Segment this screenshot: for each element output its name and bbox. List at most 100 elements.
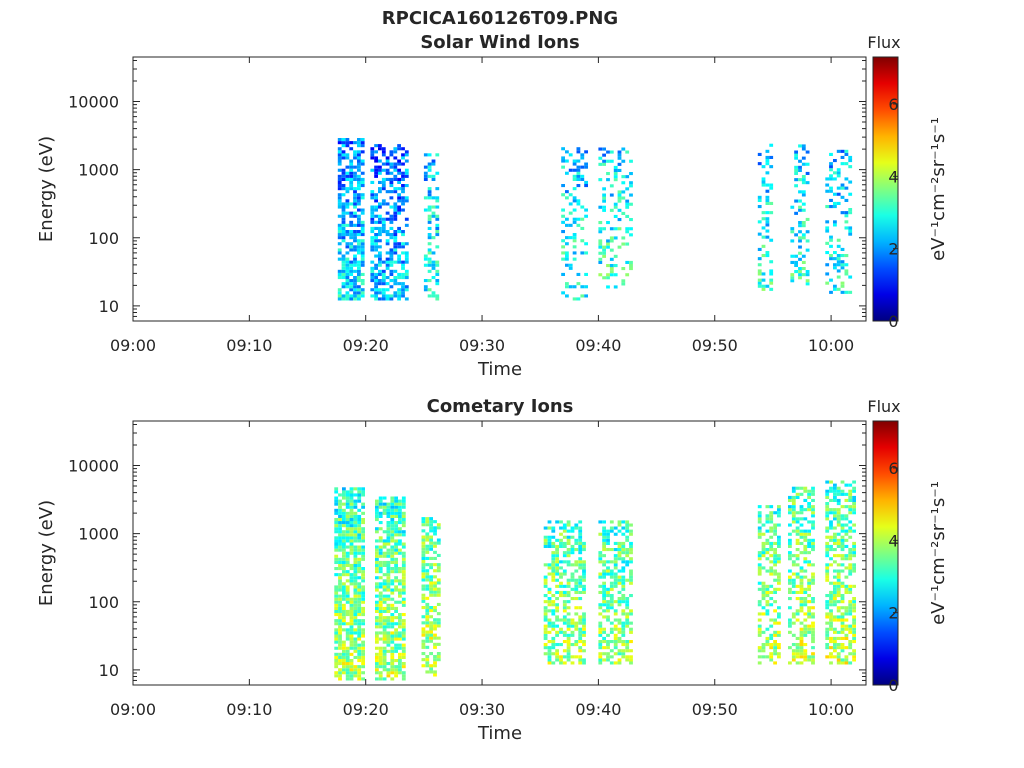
spectrogram-cell <box>613 581 618 585</box>
spectrogram-cell <box>798 267 802 271</box>
spectrogram-cell <box>769 544 774 548</box>
spectrogram-cell <box>625 578 630 582</box>
spectrogram-cell <box>382 496 387 500</box>
spectrogram-cell <box>338 533 342 537</box>
spectrogram-cell <box>345 496 350 500</box>
spectrogram-cell <box>598 658 603 662</box>
spectrogram-cell <box>765 594 770 598</box>
spectrogram-cell <box>425 578 430 582</box>
spectrogram-cell <box>401 524 406 528</box>
spectrogram-cell <box>341 168 346 172</box>
spectrogram-cell <box>561 208 565 212</box>
spectrogram-cell <box>361 606 365 610</box>
spectrogram-cell <box>833 171 837 175</box>
spectrogram-cell <box>629 640 633 644</box>
spectrogram-cell <box>801 178 806 182</box>
spectrogram-cell <box>334 659 339 663</box>
spectrogram-cell <box>345 668 350 672</box>
spectrogram-cell <box>574 578 579 582</box>
spectrogram-cell <box>397 254 401 258</box>
spectrogram-cell <box>574 621 579 625</box>
y-tick-label: 10 <box>99 661 119 680</box>
spectrogram-cell <box>338 655 342 659</box>
spectrogram-cell <box>606 273 610 277</box>
spectrogram-cell <box>799 661 804 665</box>
spectrogram-cell <box>433 541 437 545</box>
spectrogram-cell <box>582 624 586 628</box>
spectrogram-cell <box>374 282 378 286</box>
spectrogram-cell <box>773 621 777 625</box>
spectrogram-cell <box>401 567 406 571</box>
spectrogram-cell <box>378 254 382 258</box>
spectrogram-cell <box>602 526 606 530</box>
spectrogram-cell <box>543 581 548 585</box>
spectrogram-cell <box>390 677 395 681</box>
spectrogram-cell <box>551 621 556 625</box>
spectrogram-cell <box>382 662 387 666</box>
spectrogram-cell <box>361 511 365 515</box>
spectrogram-cell <box>357 597 362 601</box>
spectrogram-cell <box>349 233 354 237</box>
spectrogram-cell <box>566 655 571 659</box>
spectrogram-cell <box>375 508 379 512</box>
spectrogram-cell <box>617 199 622 203</box>
spectrogram-cell <box>378 616 383 620</box>
spectrogram-cell <box>625 214 630 218</box>
spectrogram-cell <box>386 521 391 525</box>
spectrogram-cell <box>811 538 815 542</box>
spectrogram-cell <box>621 652 626 656</box>
spectrogram-cell <box>833 495 837 499</box>
spectrogram-cell <box>429 529 433 533</box>
spectrogram-cell <box>381 279 386 283</box>
spectrogram-cell <box>566 652 571 656</box>
spectrogram-cell <box>629 172 633 176</box>
spectrogram-cell <box>852 563 856 567</box>
spectrogram-cell <box>621 597 626 601</box>
spectrogram-cell <box>799 597 804 601</box>
spectrogram-cell <box>385 266 390 270</box>
spectrogram-cell <box>565 190 569 194</box>
spectrogram-cell <box>398 655 402 659</box>
spectrogram-cell <box>844 505 849 509</box>
spectrogram-cell <box>370 276 375 280</box>
spectrogram-cell <box>374 272 378 276</box>
spectrogram-cell <box>606 652 610 656</box>
spectrogram-cell <box>370 196 375 200</box>
spectrogram-cell <box>566 551 571 555</box>
spectrogram-cell <box>401 643 406 647</box>
spectrogram-cell <box>568 285 573 289</box>
spectrogram-cell <box>390 622 395 626</box>
spectrogram-cell <box>389 184 394 188</box>
spectrogram-cell <box>791 584 796 588</box>
spectrogram-cell <box>342 652 346 656</box>
spectrogram-cell <box>435 230 440 234</box>
spectrogram-cell <box>386 527 391 531</box>
spectrogram-cell <box>341 233 346 237</box>
spectrogram-cell <box>761 587 766 591</box>
spectrogram-cell <box>625 529 630 533</box>
spectrogram-cell <box>848 557 853 561</box>
spectrogram-cell <box>844 658 849 662</box>
spectrogram-cell <box>580 205 585 209</box>
x-axis-label: Time <box>477 359 522 380</box>
spectrogram-cell <box>840 505 845 509</box>
spectrogram-cell <box>357 199 361 203</box>
spectrogram-cell <box>389 257 394 261</box>
spectrogram-cell <box>425 655 430 659</box>
spectrogram-cell <box>353 260 357 264</box>
spectrogram-cell <box>401 245 405 249</box>
spectrogram-cell <box>353 545 358 549</box>
spectrogram-cell <box>795 636 800 640</box>
spectrogram-cell <box>425 658 430 662</box>
spectrogram-cell <box>833 511 837 515</box>
spectrogram-cell <box>617 153 622 157</box>
spectrogram-cell <box>345 165 350 169</box>
spectrogram-cell <box>769 526 774 530</box>
spectrogram-cell <box>625 649 630 653</box>
spectrogram-cell <box>397 168 401 172</box>
spectrogram-cell <box>844 290 849 294</box>
spectrogram-cell <box>765 159 770 163</box>
spectrogram-cell <box>565 236 569 240</box>
spectrogram-cell <box>357 643 362 647</box>
spectrogram-cell <box>429 667 433 671</box>
